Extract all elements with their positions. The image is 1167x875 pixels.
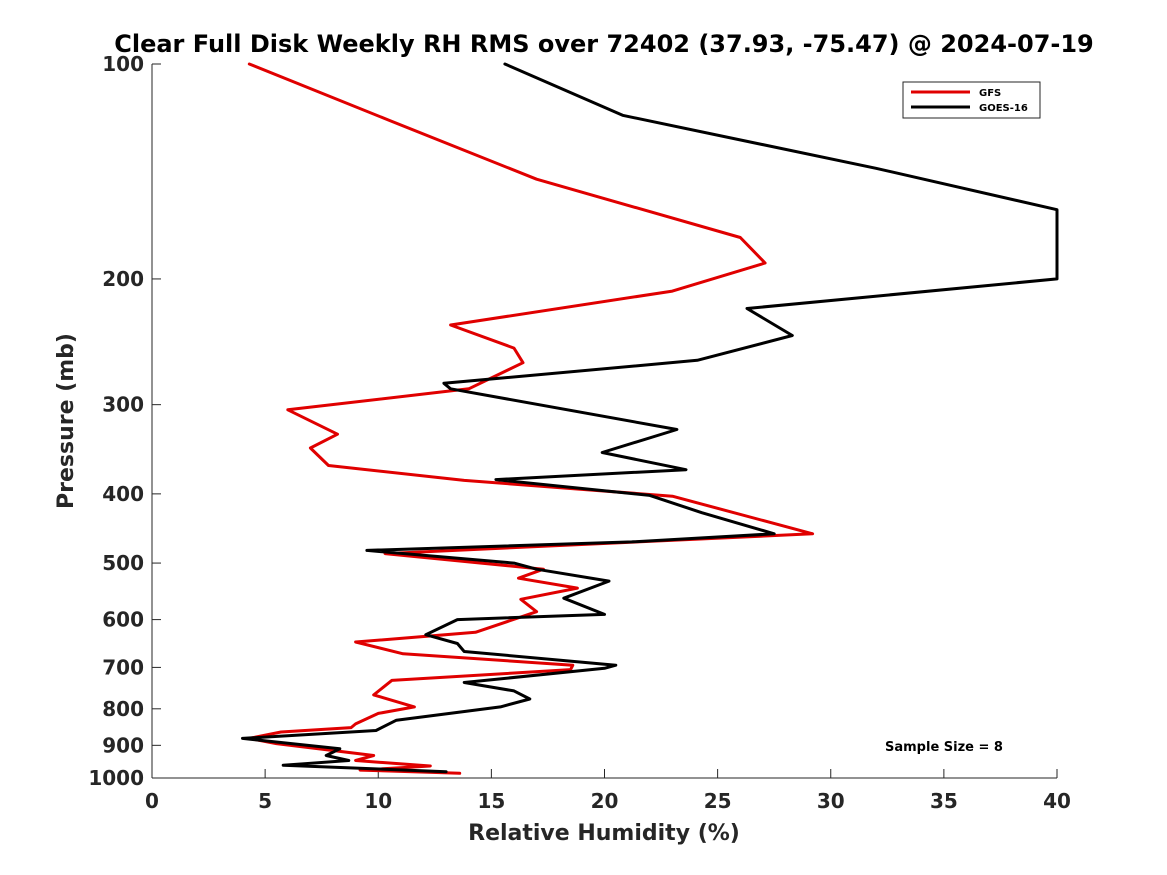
y-tick-label: 600	[102, 608, 144, 632]
y-tick-label: 800	[102, 697, 144, 721]
x-tick-label: 35	[930, 789, 958, 813]
legend-box	[902, 81, 1041, 119]
legend: GFS GOES-16	[902, 81, 1041, 119]
legend-entry-label: GFS	[979, 88, 1001, 99]
x-axis-label: Relative Humidity (%)	[468, 821, 740, 846]
plot-lines	[241, 62, 1059, 775]
y-tick-label: 300	[102, 393, 144, 417]
y-tick-label: 900	[102, 733, 144, 757]
axes: 0 5 10 15 20 25 30 35 40 100 200 300 400 500 600 700 800…	[88, 52, 1071, 813]
x-tick-label: 20	[591, 789, 619, 813]
y-tick-label: 500	[102, 551, 144, 575]
x-tick-label: 25	[704, 789, 732, 813]
x-tick-label: 15	[477, 789, 505, 813]
x-tick-label: 5	[258, 789, 272, 813]
series-line-gfs	[247, 62, 815, 775]
x-tick-label: 0	[145, 789, 159, 813]
x-tick-label: 10	[364, 789, 392, 813]
y-tick-label: 700	[102, 655, 144, 679]
y-tick-label: 400	[102, 482, 144, 506]
y-tick-label: 1000	[88, 766, 144, 790]
sample-size-annotation: Sample Size = 8	[885, 740, 1003, 755]
x-tick-label: 40	[1043, 789, 1071, 813]
y-tick-label: 200	[102, 267, 144, 291]
y-axis-label: Pressure (mb)	[54, 333, 79, 509]
x-tick-label: 30	[817, 789, 845, 813]
y-tick-label: 100	[102, 52, 144, 76]
series-line-goes-16	[241, 62, 1059, 774]
legend-entry-label: GOES-16	[979, 103, 1028, 114]
chart-title: Clear Full Disk Weekly RH RMS over 72402…	[114, 30, 1094, 58]
